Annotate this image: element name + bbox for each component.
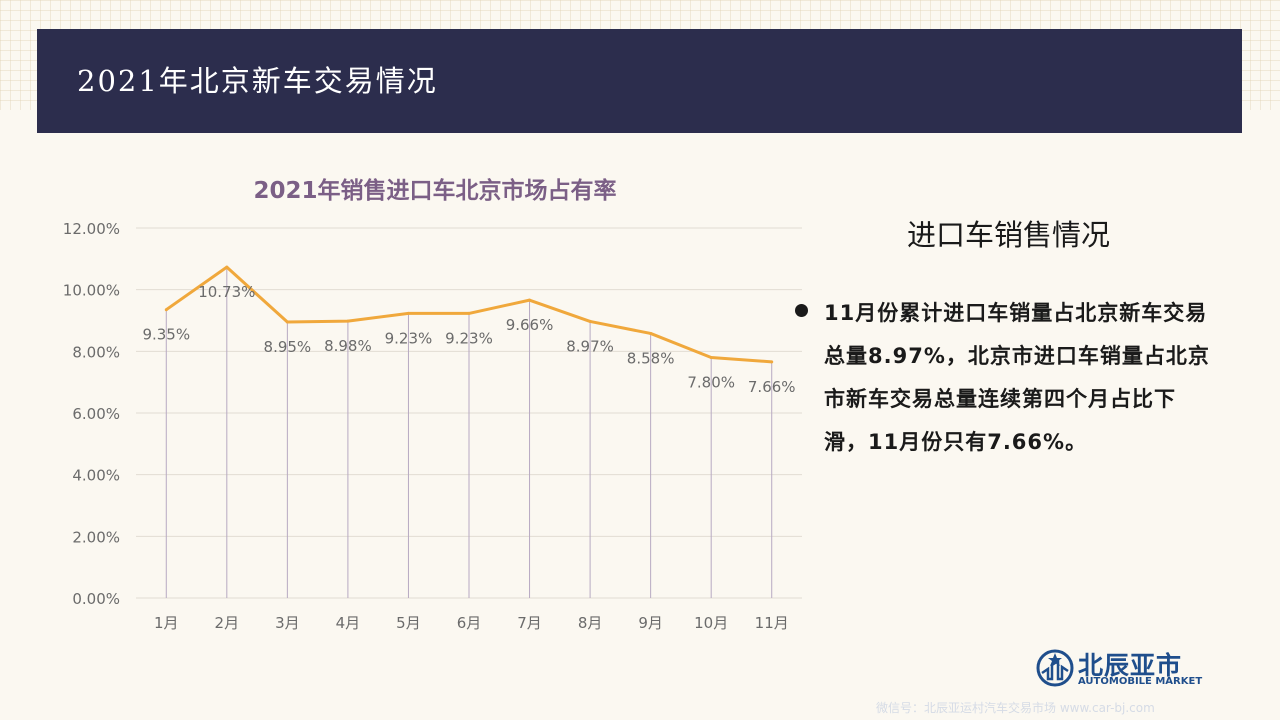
data-label: 8.95% [264, 338, 312, 356]
bullet-text: 11月份累计进口车销量占北京新车交易总量8.97%，北京市进口车销量占北京市新车… [824, 301, 1210, 454]
logo-emblem-icon [1036, 649, 1074, 687]
data-point [588, 319, 592, 323]
x-tick-label: 6月 [457, 614, 482, 632]
y-tick-label: 4.00% [72, 467, 120, 485]
data-point [406, 311, 410, 315]
x-tick-label: 8月 [578, 614, 603, 632]
x-tick-label: 9月 [638, 614, 663, 632]
chart-title: 2021年销售进口车北京市场占有率 [253, 177, 616, 204]
header-bar [37, 29, 1242, 133]
x-tick-label: 4月 [336, 614, 361, 632]
logo-chinese-name: 北辰亚市 [1078, 651, 1183, 680]
data-point [709, 356, 713, 359]
data-label: 9.66% [506, 316, 554, 334]
side-panel-title: 进口车销售情况 [907, 218, 1111, 252]
data-label: 10.73% [198, 283, 255, 301]
x-tick-label: 11月 [755, 614, 789, 632]
x-tick-label: 3月 [275, 614, 300, 632]
data-point [346, 319, 350, 323]
bullet-point [795, 304, 808, 317]
watermark: 微信号：北辰亚运村汽车交易市场 www.car-bj.com [876, 701, 1155, 715]
data-point [285, 320, 289, 324]
x-tick-label: 10月 [694, 614, 728, 632]
y-tick-label: 10.00% [63, 282, 120, 300]
x-tick-label: 1月 [154, 614, 179, 632]
data-point [528, 298, 532, 302]
y-tick-label: 2.00% [72, 528, 120, 546]
logo-english-name: AUTOMOBILE MARKET [1078, 676, 1203, 687]
y-tick-label: 8.00% [72, 343, 120, 361]
data-label: 7.66% [748, 378, 796, 396]
data-label: 8.97% [566, 337, 614, 355]
data-label: 8.98% [324, 337, 372, 355]
page-title: 2021年北京新车交易情况 [77, 64, 438, 98]
data-point [164, 308, 168, 312]
y-tick-label: 0.00% [72, 590, 120, 608]
data-label: 7.80% [687, 374, 735, 392]
data-point [225, 265, 229, 269]
company-logo: 北辰亚市 AUTOMOBILE MARKET [1036, 648, 1216, 690]
x-tick-label: 2月 [215, 614, 240, 632]
data-point [467, 311, 471, 315]
data-point [770, 360, 774, 364]
data-label: 9.35% [142, 326, 190, 344]
y-tick-label: 12.00% [63, 220, 120, 238]
x-tick-label: 7月 [517, 614, 542, 632]
data-point [649, 331, 653, 335]
data-label: 9.23% [385, 329, 433, 347]
data-label: 9.23% [445, 329, 493, 347]
data-label: 8.58% [627, 349, 675, 367]
line-chart: 2021年销售进口车北京市场占有率 0.00% 2.00% 4.00% 6.00% 8.0… [63, 177, 802, 632]
y-tick-label: 6.00% [72, 405, 120, 423]
x-tick-label: 5月 [396, 614, 421, 632]
